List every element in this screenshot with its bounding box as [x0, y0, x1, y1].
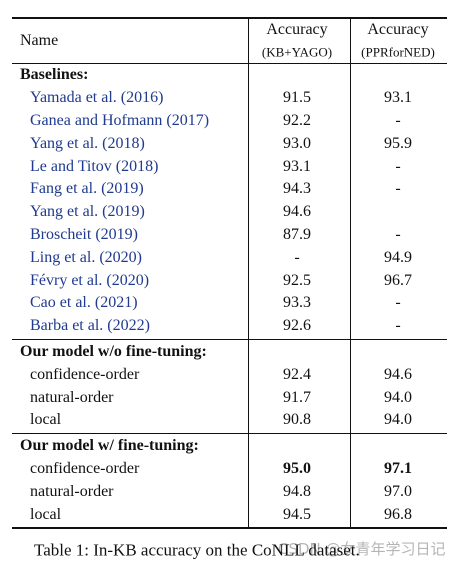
rule-header [12, 63, 447, 64]
cell: 94.0 [384, 411, 412, 429]
row-name: confidence-order [30, 460, 140, 477]
row-name: Broscheit (2019) [30, 226, 138, 243]
cell: 94.6 [384, 365, 412, 383]
column-rule [350, 17, 351, 528]
column-rule [248, 17, 249, 528]
cell: 96.7 [384, 271, 412, 289]
cell: - [395, 180, 401, 198]
row-name: Yamada et al. (2016) [30, 89, 164, 107]
cell: 93.0 [283, 134, 311, 152]
row-name: natural-order [30, 482, 114, 500]
cell: - [395, 112, 401, 129]
cell: 91.5 [283, 89, 311, 107]
watermark: CSDN @女青年学习日记 [278, 540, 446, 558]
cell: 93.1 [384, 89, 412, 107]
cell: - [294, 248, 300, 266]
rule-top [12, 17, 447, 19]
cell: 87.9 [283, 226, 311, 243]
row-name: confidence-order [30, 365, 140, 383]
cell: 94.9 [384, 248, 412, 266]
rule-section [12, 338, 447, 340]
header-col-sub: (KB+YAGO) [261, 44, 333, 60]
cell: - [395, 294, 401, 312]
cell: 92.6 [283, 317, 311, 335]
row-name: Ling et al. (2020) [30, 248, 142, 266]
section-title: Baselines: [20, 66, 89, 84]
cell: 94.5 [283, 505, 311, 523]
cell: 93.1 [283, 157, 311, 175]
header-col: Accuracy [367, 21, 429, 38]
rule-section [12, 527, 447, 529]
cell: 93.3 [283, 294, 311, 312]
row-name: local [30, 505, 62, 523]
row-name: Févry et al. (2020) [30, 271, 150, 289]
cell: 92.5 [283, 271, 311, 289]
cell: 92.2 [283, 112, 311, 129]
cell: 95.9 [384, 134, 412, 152]
row-name: Ganea and Hofmann (2017) [30, 112, 210, 129]
cell: 94.3 [283, 180, 311, 198]
cell: 95.0 [283, 460, 311, 477]
row-name: natural-order [30, 388, 114, 406]
rule-section [12, 432, 447, 434]
cell: - [395, 317, 401, 335]
header-name: Name [20, 32, 59, 49]
cell: 96.8 [384, 505, 412, 523]
cell: 90.8 [283, 411, 311, 429]
cell: 94.0 [384, 388, 412, 406]
section-title: Our model w/o fine-tuning: [20, 343, 207, 360]
caption: Table 1: In-KB accuracy on the CoNLL dat… [34, 540, 360, 560]
header-col: Accuracy [266, 21, 328, 38]
cell: - [395, 157, 401, 175]
header-col-sub: (PPRforNED) [361, 44, 435, 60]
row-name: Fang et al. (2019) [30, 180, 144, 198]
row-name: Yang et al. (2018) [30, 134, 145, 152]
row-name: local [30, 411, 62, 429]
cell: 94.8 [283, 482, 311, 500]
row-name: Yang et al. (2019) [30, 203, 145, 221]
section-title: Our model w/ fine-tuning: [20, 437, 199, 455]
cell: - [395, 226, 401, 243]
cell: 94.6 [283, 203, 311, 221]
cell: 92.4 [283, 365, 311, 383]
cell: 97.0 [384, 482, 412, 500]
row-name: Cao et al. (2021) [30, 294, 138, 312]
row-name: Barba et al. (2022) [30, 317, 150, 335]
cell: 91.7 [283, 388, 311, 406]
row-name: Le and Titov (2018) [30, 157, 159, 175]
cell: 97.1 [384, 460, 412, 477]
